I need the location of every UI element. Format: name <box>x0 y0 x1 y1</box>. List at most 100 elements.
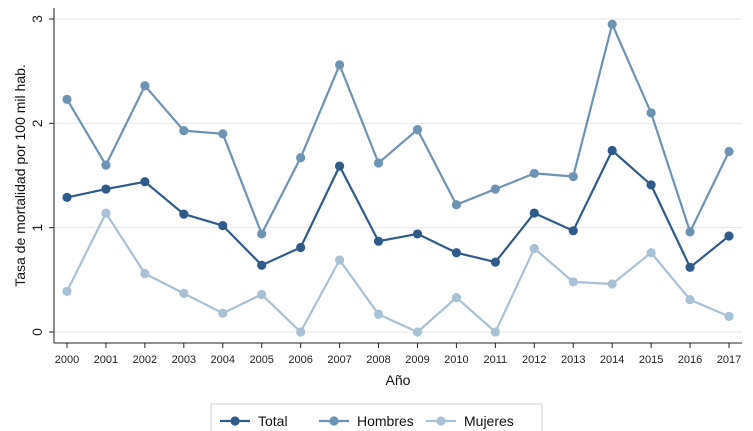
series-hombres <box>62 19 734 239</box>
data-point <box>529 208 539 218</box>
data-point <box>62 286 72 296</box>
data-point <box>568 171 578 182</box>
data-point <box>101 208 111 218</box>
legend-swatch-marker <box>230 416 240 426</box>
data-point <box>334 161 345 171</box>
x-tick-label: 2012 <box>522 354 546 366</box>
data-point <box>101 184 111 194</box>
data-point <box>296 327 306 337</box>
data-point <box>373 236 384 246</box>
y-tick-label: 2 <box>29 119 45 127</box>
data-point <box>646 108 656 118</box>
data-point <box>685 295 695 305</box>
x-tick-label: 2014 <box>600 354 624 366</box>
x-tick-label: 2000 <box>55 354 79 366</box>
data-point <box>490 327 500 337</box>
legend-label: Mujeres <box>464 413 514 429</box>
series-line <box>66 212 730 334</box>
x-tick-label: 2006 <box>288 354 312 366</box>
data-point <box>218 129 228 139</box>
y-tick-label: 3 <box>29 15 45 23</box>
data-point <box>412 327 423 337</box>
data-point <box>62 192 72 203</box>
data-point <box>179 288 189 298</box>
legend-item-mujeres: Mujeres <box>426 413 514 429</box>
data-point <box>724 311 734 321</box>
y-tick-label: 1 <box>29 224 45 232</box>
series-layer <box>62 19 734 337</box>
x-tick-label: 2013 <box>561 354 585 366</box>
x-tick-label: 2011 <box>484 354 508 366</box>
legend-item-hombres: Hombres <box>319 413 414 429</box>
y-axis-ticks: 0 1 2 3 <box>29 15 54 336</box>
data-point <box>451 200 462 210</box>
x-tick-label: 2007 <box>327 354 351 366</box>
data-point <box>412 229 423 239</box>
x-tick-label: 2010 <box>444 354 468 366</box>
data-point <box>568 226 578 236</box>
x-tick-label: 2008 <box>366 354 390 366</box>
data-point <box>140 268 150 279</box>
data-point <box>257 260 267 270</box>
x-axis-ticks: 2000 2001 2002 2003 2004 2005 2006 2007 2008 2009… <box>55 343 741 366</box>
data-point <box>685 227 695 237</box>
legend-swatch-marker <box>436 416 446 426</box>
data-point <box>412 124 423 135</box>
data-point <box>179 126 189 136</box>
data-point <box>607 279 617 289</box>
data-point <box>296 242 306 253</box>
data-point <box>451 292 462 303</box>
legend: Total Hombres Mujeres <box>210 403 543 431</box>
series-mujeres <box>62 208 734 337</box>
series-line <box>66 149 730 269</box>
data-point <box>724 231 734 241</box>
x-tick-label: 2004 <box>211 354 235 366</box>
data-point <box>218 220 228 231</box>
data-point <box>140 81 150 91</box>
data-point <box>724 146 734 157</box>
data-point <box>140 177 150 187</box>
data-point <box>490 257 500 267</box>
data-point <box>568 277 578 287</box>
x-tick-label: 2001 <box>94 354 118 366</box>
data-point <box>490 184 500 194</box>
x-tick-label: 2015 <box>639 354 663 366</box>
data-point <box>529 243 539 254</box>
data-point <box>646 180 656 190</box>
legend-swatch-marker <box>329 416 339 426</box>
x-tick-label: 2016 <box>678 354 702 366</box>
data-point <box>646 248 656 258</box>
legend-box <box>210 403 543 431</box>
y-axis-title: Tasa de mortalidad por 100 mil hab. <box>12 64 28 287</box>
y-tick-label: 0 <box>29 328 45 336</box>
gridlines <box>54 18 742 333</box>
legend-label: Total <box>258 413 288 429</box>
series-line <box>66 23 730 235</box>
data-point <box>334 60 345 70</box>
series-total <box>62 145 734 272</box>
data-point <box>296 153 306 163</box>
data-point <box>257 289 267 300</box>
data-point <box>373 158 384 168</box>
data-point <box>373 309 384 319</box>
x-tick-label: 2017 <box>717 354 741 366</box>
data-point <box>101 160 111 170</box>
legend-label: Hombres <box>357 413 414 429</box>
x-tick-label: 2009 <box>405 354 429 366</box>
data-point <box>257 229 267 239</box>
data-point <box>334 255 345 265</box>
legend-item-total: Total <box>220 413 288 429</box>
data-point <box>529 168 539 179</box>
data-point <box>685 262 695 272</box>
x-axis-title: Año <box>386 372 411 388</box>
data-point <box>179 209 189 219</box>
data-point <box>607 19 617 29</box>
data-point <box>62 94 72 104</box>
x-tick-label: 2003 <box>172 354 196 366</box>
data-point <box>218 308 228 318</box>
x-tick-label: 2002 <box>133 354 157 366</box>
x-tick-label: 2005 <box>249 354 273 366</box>
data-point <box>451 248 462 258</box>
data-point <box>607 145 617 156</box>
